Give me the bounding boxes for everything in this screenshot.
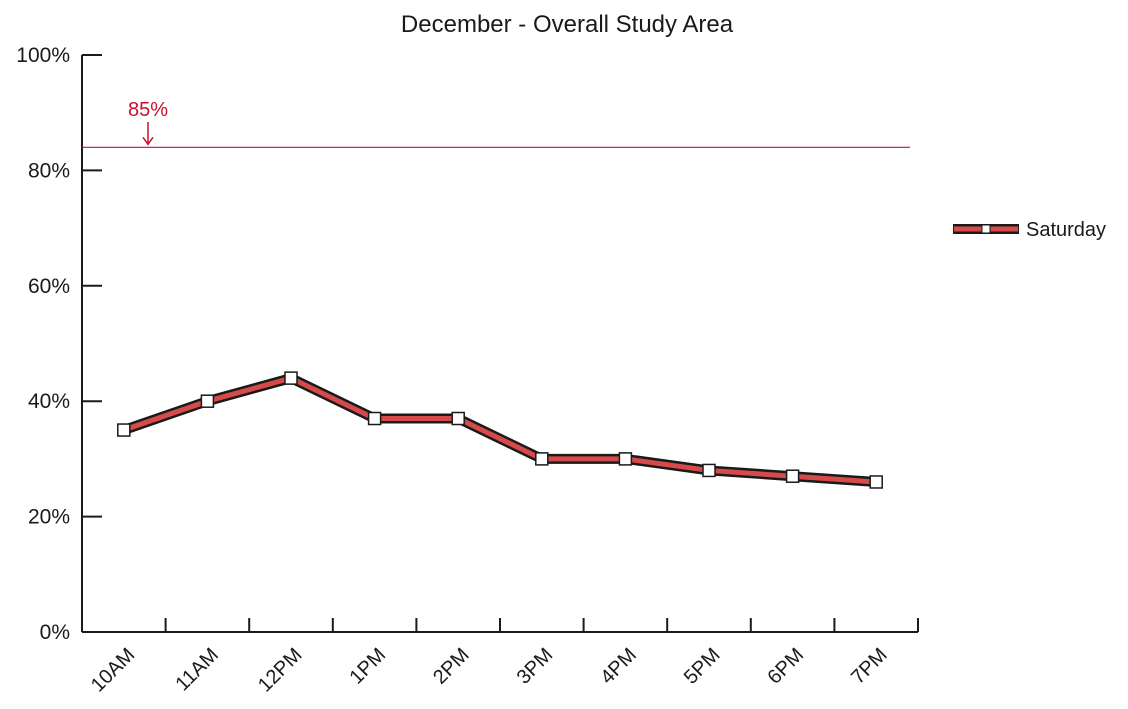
- legend-marker: [981, 224, 991, 234]
- y-tick-label: 40%: [28, 390, 70, 413]
- chart-axes: 0% 20% 40% 60% 80% 100% 10AM 11AM 12PM 1PM 2PM 3PM 4…: [16, 44, 919, 697]
- x-tick-label: 4PM: [596, 644, 641, 689]
- data-point-marker: [785, 469, 800, 483]
- y-tick-label: 60%: [28, 275, 70, 298]
- data-point-marker: [367, 411, 382, 426]
- x-tick-label: 10AM: [87, 644, 140, 697]
- chart-title: December - Overall Study Area: [401, 11, 734, 38]
- data-point-marker: [284, 371, 298, 385]
- data-point-marker: [535, 452, 549, 466]
- x-tick-label: 2PM: [429, 644, 474, 689]
- x-tick-label: 12PM: [254, 644, 307, 697]
- x-tick-label: 6PM: [763, 644, 808, 689]
- data-point-marker: [618, 452, 633, 466]
- y-tick-label: 100%: [16, 44, 70, 67]
- series-group: [117, 371, 883, 489]
- series-line: [122, 375, 877, 485]
- y-tick-label: 80%: [28, 159, 70, 182]
- x-tick-label: 3PM: [513, 644, 558, 689]
- y-tick-label: 0%: [40, 621, 70, 644]
- x-tick-label: 7PM: [847, 644, 892, 689]
- legend: Saturday: [953, 219, 1106, 241]
- data-point-marker: [117, 423, 131, 437]
- data-point-marker: [702, 463, 716, 478]
- reference-line-label: 85%: [128, 99, 168, 121]
- reference-line-group: 85%: [82, 99, 910, 148]
- x-tick-label: 1PM: [345, 644, 390, 689]
- y-tick-label: 20%: [28, 506, 70, 529]
- x-tick-label: 5PM: [680, 644, 725, 689]
- x-tick-label: 11AM: [171, 644, 222, 695]
- data-point-marker: [451, 411, 465, 426]
- reference-arrow-head: [142, 136, 154, 146]
- data-point-marker: [200, 394, 215, 408]
- legend-label: Saturday: [1026, 219, 1106, 241]
- data-point-marker: [869, 475, 883, 489]
